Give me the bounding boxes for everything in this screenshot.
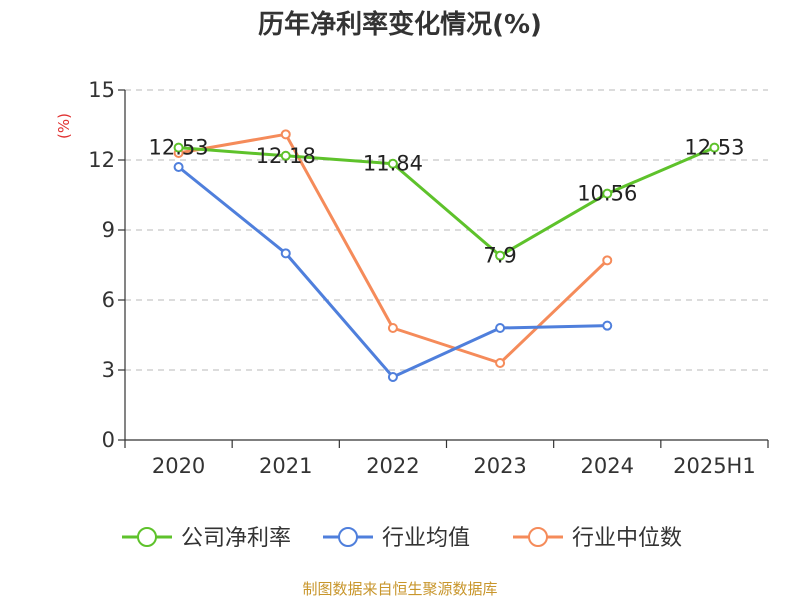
data-point: [387, 323, 398, 333]
x-tick-label: 2021: [259, 454, 312, 478]
x-tick-label: 2022: [366, 454, 419, 478]
data-point: [173, 142, 184, 153]
series-line: [178, 146, 716, 258]
y-axis-label: (%): [55, 113, 73, 139]
x-tick-label: 2024: [581, 454, 634, 478]
data-point: [602, 320, 613, 331]
series-1: [173, 162, 613, 382]
data-point: [387, 372, 398, 382]
chart-title: 历年净利率变化情况(%): [258, 9, 542, 40]
grid: [125, 89, 768, 371]
series-0: [173, 142, 720, 261]
series-layer: [173, 129, 720, 382]
data-point: [280, 150, 291, 161]
source-note: 制图数据来自恒生聚源数据库: [302, 580, 497, 598]
data-point: [602, 255, 613, 266]
series-2: [173, 129, 613, 368]
legend-item-2: 行业中位数: [513, 526, 682, 551]
legend-item-1: 行业均值: [323, 526, 470, 551]
y-tick-label: 0: [102, 428, 115, 452]
data-label: 12.53: [149, 136, 209, 160]
y-tick-label: 12: [88, 148, 115, 172]
axes: 0 3 6 9 12 15 2020 2021 2022 2023 2024 2025H1: [88, 78, 769, 478]
legend-marker: [528, 527, 548, 547]
y-tick-label: 3: [102, 358, 115, 382]
y-tick-label: 15: [88, 78, 115, 102]
data-point: [280, 248, 291, 259]
legend-marker: [338, 527, 358, 547]
data-point: [495, 323, 506, 333]
data-label: 7.9: [483, 244, 516, 268]
data-point: [495, 250, 506, 261]
data-point: [280, 129, 291, 140]
x-tick-label: 2023: [473, 454, 526, 478]
data-point: [173, 162, 184, 172]
legend-label: 行业均值: [382, 526, 470, 551]
data-label: 12.53: [684, 136, 744, 160]
legend-label: 公司净利率: [181, 526, 291, 551]
data-label: 10.56: [577, 182, 637, 206]
y-tick-label: 6: [102, 288, 115, 312]
data-point: [387, 158, 398, 169]
data-label: 11.84: [363, 152, 423, 176]
legend-item-0: 公司净利率: [122, 526, 291, 551]
x-tick-label: 2025H1: [673, 454, 756, 478]
legend-label: 行业中位数: [572, 526, 682, 551]
y-tick-label: 9: [102, 218, 115, 242]
data-labels: 12.53 12.18 11.84 7.9 10.56 12.53: [149, 136, 745, 268]
data-point: [495, 358, 506, 368]
data-point: [602, 188, 613, 199]
legend-marker: [137, 527, 157, 547]
data-point: [709, 142, 720, 153]
x-tick-label: 2020: [152, 454, 205, 478]
legend: 公司净利率 行业均值 行业中位数: [122, 526, 682, 551]
data-label: 12.18: [256, 144, 316, 168]
series-line: [177, 165, 608, 379]
